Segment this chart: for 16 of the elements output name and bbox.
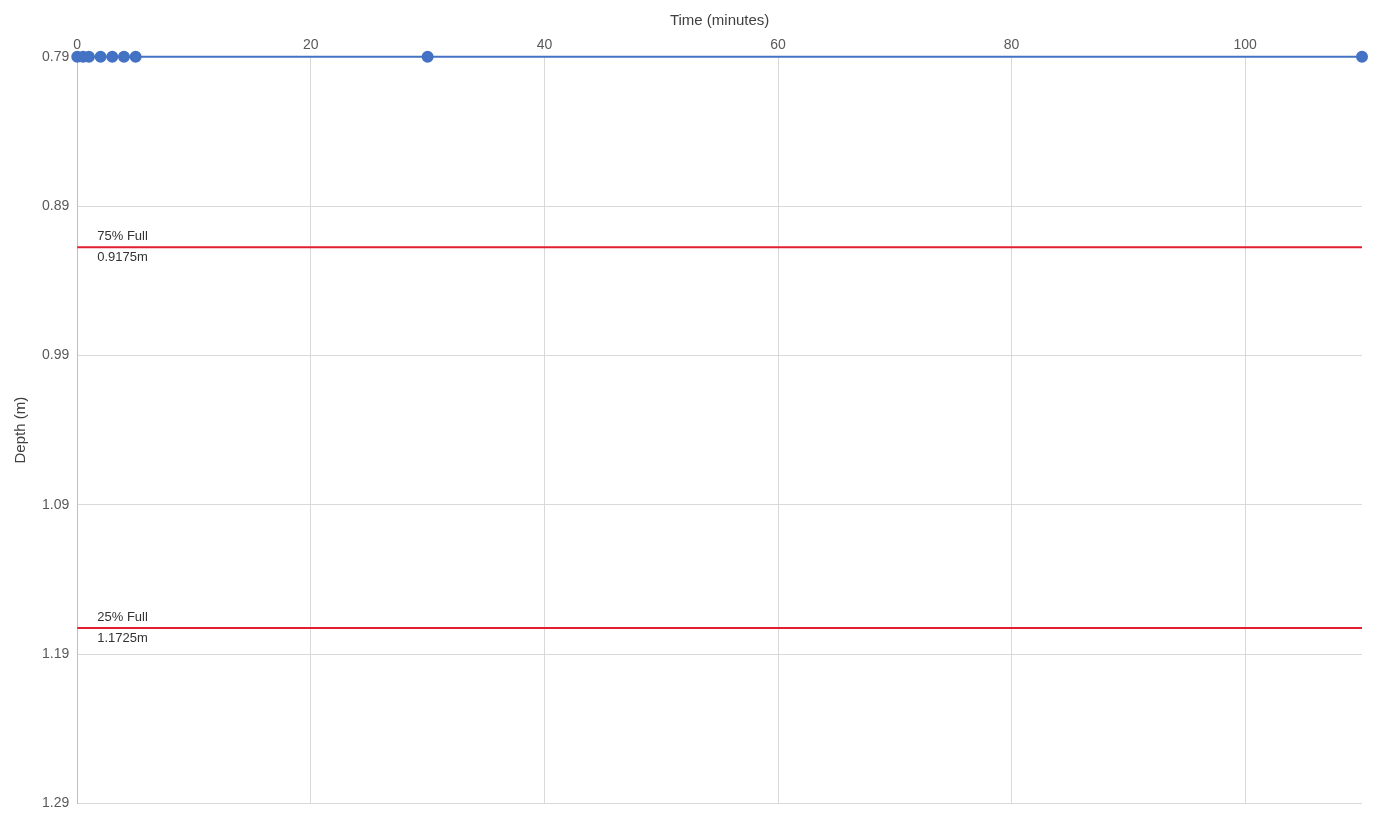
y-tick-label: 1.19 <box>42 645 70 662</box>
x-axis-title: Time (minutes) <box>669 11 770 29</box>
x-tick-label: 40 <box>536 36 553 53</box>
x-tick-label: 0 <box>73 36 82 53</box>
x-tick-label: 60 <box>770 36 787 53</box>
x-tick-label: 100 <box>1233 36 1258 53</box>
ref-line-label: 75% Full 0.9175m <box>97 228 148 265</box>
ref-line-label: 25% Full 1.1725m <box>97 609 148 646</box>
x-tick-label: 20 <box>303 36 319 53</box>
y-tick-label: 1.29 <box>42 794 70 811</box>
y-tick-label: 0.99 <box>42 346 70 363</box>
y-tick-label: 0.79 <box>42 47 70 64</box>
x-tick-label: 80 <box>1003 36 1020 53</box>
y-tick-label: 0.89 <box>42 197 70 214</box>
y-tick-label: 1.09 <box>42 495 70 512</box>
y-axis-title: Depth (m) <box>11 396 29 464</box>
